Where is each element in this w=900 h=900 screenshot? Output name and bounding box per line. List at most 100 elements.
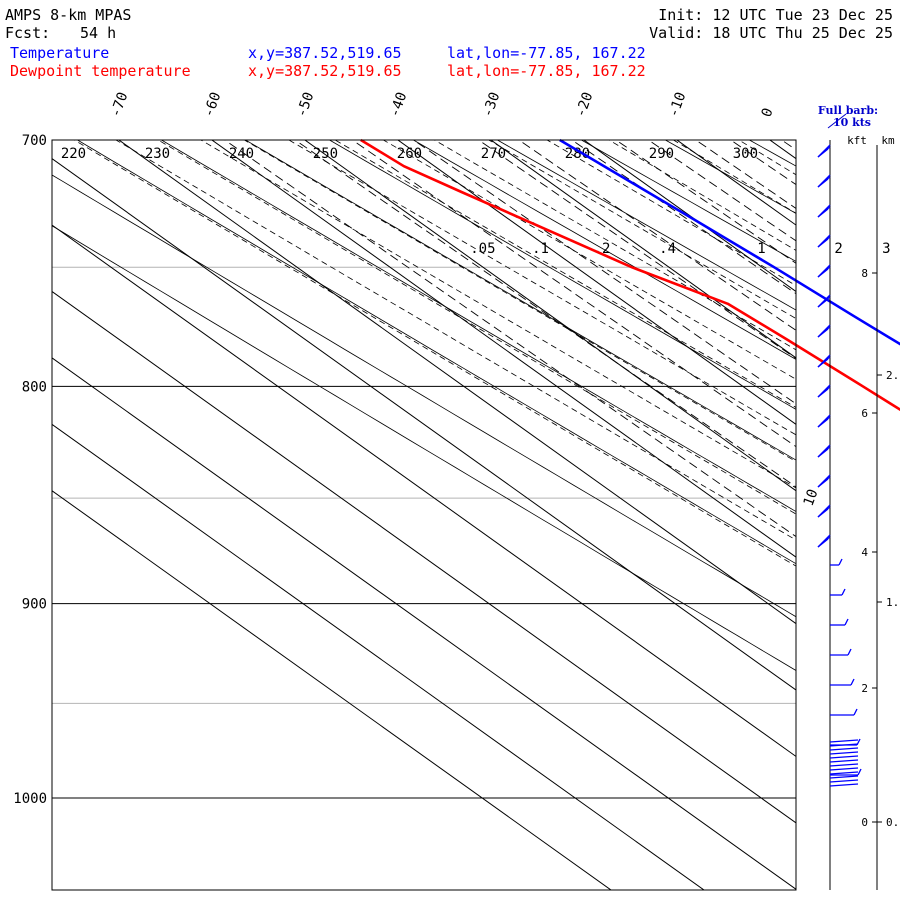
wind-barb	[817, 474, 831, 488]
theta-tick-label: 220	[61, 146, 86, 162]
mixing-ratio-tick-label: 3	[882, 241, 890, 257]
isotherm-line	[583, 140, 796, 293]
mixing-ratio-line	[518, 140, 796, 331]
moist-adiabat	[738, 140, 796, 176]
wind-barb-surface	[829, 759, 859, 763]
dry-adiabat	[76, 140, 796, 565]
mixing-ratio-tick-label: .1	[532, 241, 549, 257]
wind-barb-surface	[829, 751, 859, 755]
pressure-tick-label: 800	[22, 379, 47, 395]
km-tick-label: 1.	[886, 596, 899, 609]
theta-tick-label: 300	[733, 146, 758, 162]
legend-dewpoint-latlon: lat,lon=-77.85, 167.22	[447, 62, 646, 80]
barb-legend-sample	[827, 113, 847, 129]
wind-barb	[817, 174, 831, 188]
wind-barb	[830, 588, 846, 596]
moist-adiabat	[433, 140, 796, 351]
wind-barb	[817, 414, 831, 428]
km-tick-label: 0.	[886, 816, 899, 829]
legend-temperature-xy: x,y=387.52,519.65	[248, 44, 402, 62]
wind-barb-surface	[829, 739, 859, 743]
mixing-ratio-line	[412, 140, 796, 405]
isotherm-line	[304, 140, 796, 492]
kft-tick-label: 8	[861, 267, 868, 280]
wind-barb	[817, 444, 831, 458]
isotherm-line	[52, 423, 705, 890]
dry-adiabat	[412, 140, 796, 360]
wind-barb	[830, 618, 849, 626]
legend-dewpoint-xy: x,y=387.52,519.65	[248, 62, 402, 80]
isotherm-line	[676, 140, 796, 226]
mixing-ratio-line	[571, 140, 796, 295]
forecast-label: Fcst:	[5, 24, 50, 42]
wind-barb-surface	[829, 779, 859, 783]
wind-barb	[817, 354, 831, 368]
wind-barb	[817, 294, 831, 308]
theta-tick-label: 270	[481, 146, 506, 162]
wind-barb-surface	[829, 763, 859, 767]
isotherm-line	[804, 32, 900, 900]
isotherm-line	[52, 490, 612, 890]
moist-adiabat	[672, 140, 796, 214]
moist-adiabat	[608, 140, 796, 251]
mixing-ratio-line	[659, 32, 900, 900]
moist-adiabat	[488, 140, 796, 320]
wind-barb	[817, 504, 831, 518]
moist-adiabat	[382, 140, 796, 380]
isotherm-tick-label-extra: 10	[801, 487, 822, 508]
wind-barb	[817, 144, 831, 158]
mixing-ratio-line	[223, 140, 796, 538]
kft-axis-label: kft	[847, 134, 867, 147]
temperature-line	[559, 138, 900, 346]
isotherm-tick-label: -50	[294, 90, 318, 119]
isotherm-tick-label: -60	[201, 90, 225, 119]
wind-barb	[817, 534, 831, 548]
dry-adiabat	[160, 140, 796, 513]
valid-time: Valid: 18 UTC Thu 25 Dec 25	[649, 24, 893, 42]
theta-tick-label: 290	[649, 146, 674, 162]
isotherm-line	[118, 140, 796, 625]
plot-frame	[51, 139, 797, 891]
mixing-ratio-tick-label: 2	[834, 241, 842, 257]
wind-barb	[817, 264, 831, 278]
isotherm-line	[52, 158, 796, 691]
dry-adiabat	[496, 140, 796, 311]
dry-adiabat	[803, 32, 900, 900]
mixing-ratio-tick-label: 1	[757, 241, 765, 257]
isotherm-tick-label: -40	[387, 90, 411, 119]
wind-barb	[830, 648, 852, 656]
wind-barb-surface	[829, 775, 859, 779]
mixing-ratio-line	[695, 140, 796, 209]
wind-barb-surface	[829, 755, 859, 759]
mixing-ratio-line	[689, 32, 900, 900]
km-tick-label: 2.	[886, 369, 899, 382]
wind-barb	[817, 234, 831, 248]
isotherm-line	[211, 140, 796, 558]
mixing-ratio-line	[351, 140, 796, 448]
isotherm-tick-label: 0	[759, 106, 777, 119]
dry-adiabat	[328, 140, 796, 410]
wind-barb-surface	[829, 783, 859, 787]
legend-dewpoint-label: Dewpoint temperature	[10, 62, 191, 80]
dry-adiabat	[52, 174, 796, 618]
wind-barb	[830, 558, 843, 566]
isotherm-line	[397, 140, 796, 425]
barb-legend-title: Full barb:	[818, 104, 878, 117]
pressure-tick-label: 900	[22, 597, 47, 613]
theta-tick-label: 230	[145, 146, 170, 162]
sounding-profiles	[360, 138, 900, 411]
legend-temperature-label: Temperature	[10, 44, 109, 62]
mixing-ratio-line	[477, 140, 796, 359]
dry-adiabat	[580, 140, 796, 262]
legend-temperature-latlon: lat,lon=-77.85, 167.22	[447, 44, 646, 62]
theta-tick-label: 260	[397, 146, 422, 162]
kft-tick-label: 0	[861, 816, 868, 829]
isotherm-tick-label: -70	[108, 90, 132, 119]
kft-tick-label: 4	[861, 546, 868, 559]
dry-adiabat	[52, 225, 796, 671]
